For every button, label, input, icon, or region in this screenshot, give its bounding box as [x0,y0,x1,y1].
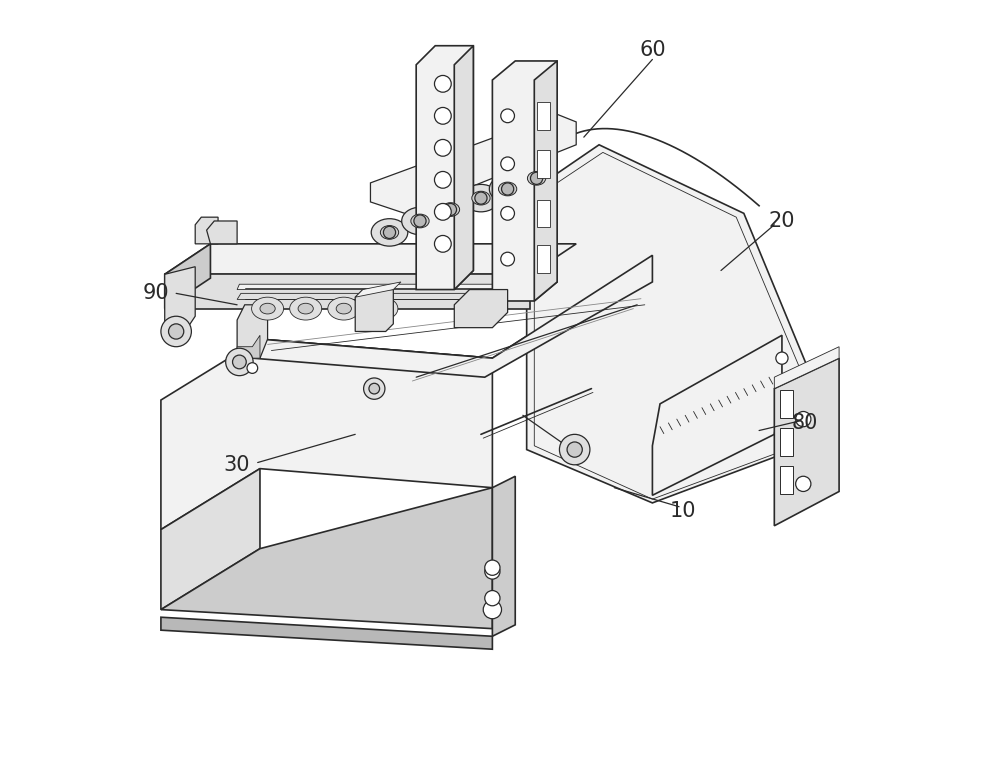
Polygon shape [534,61,557,301]
Polygon shape [161,617,492,649]
Circle shape [776,352,788,364]
Polygon shape [237,335,260,358]
Circle shape [530,172,543,184]
Text: 60: 60 [639,40,666,59]
Circle shape [226,348,253,376]
Polygon shape [165,267,195,328]
Circle shape [434,235,451,252]
Text: 90: 90 [142,283,169,303]
Circle shape [502,183,514,195]
Polygon shape [454,290,508,328]
Polygon shape [195,217,218,244]
Polygon shape [527,145,835,503]
Polygon shape [534,152,828,499]
Ellipse shape [380,226,399,239]
Ellipse shape [402,207,438,235]
Ellipse shape [463,184,499,212]
Circle shape [434,75,451,92]
Polygon shape [652,335,782,495]
Polygon shape [355,290,393,331]
Ellipse shape [489,175,526,203]
Circle shape [485,560,500,575]
Circle shape [169,324,184,339]
Circle shape [247,363,258,373]
Circle shape [233,355,246,369]
Ellipse shape [527,171,546,185]
Circle shape [369,383,380,394]
Ellipse shape [432,196,469,223]
Ellipse shape [371,219,408,246]
Polygon shape [207,221,237,244]
Text: 10: 10 [670,501,696,520]
Text: 80: 80 [792,413,818,433]
Ellipse shape [498,182,517,196]
Polygon shape [454,46,473,290]
Text: 30: 30 [224,455,250,475]
Circle shape [364,378,385,399]
Polygon shape [165,244,576,274]
Polygon shape [165,274,530,309]
Circle shape [501,157,514,171]
Bar [780,390,793,418]
Polygon shape [370,114,576,213]
Circle shape [567,442,582,457]
Polygon shape [161,469,260,610]
Ellipse shape [260,303,275,314]
Circle shape [383,226,396,239]
Circle shape [483,600,502,619]
Bar [537,200,550,227]
Polygon shape [774,358,839,526]
Ellipse shape [298,303,313,314]
Ellipse shape [411,214,429,228]
Polygon shape [237,305,268,358]
Circle shape [444,203,457,216]
Ellipse shape [518,165,555,192]
Polygon shape [252,255,652,377]
Circle shape [161,316,191,347]
Circle shape [434,203,451,220]
Bar [780,428,793,456]
Circle shape [559,434,590,465]
Bar [537,150,550,178]
Ellipse shape [336,303,351,314]
Circle shape [501,109,514,123]
Circle shape [434,171,451,188]
Circle shape [485,591,500,606]
Bar [780,466,793,494]
Bar [537,245,550,273]
Polygon shape [161,339,492,530]
Circle shape [796,476,811,491]
Bar [537,102,550,130]
Text: 20: 20 [769,211,795,231]
Polygon shape [355,282,401,297]
Circle shape [501,252,514,266]
Circle shape [414,215,426,227]
Polygon shape [237,293,530,299]
Ellipse shape [366,297,398,320]
Polygon shape [252,255,652,373]
Ellipse shape [374,303,390,314]
Ellipse shape [252,297,284,320]
Ellipse shape [290,297,322,320]
Circle shape [485,564,500,579]
Circle shape [475,192,487,204]
Polygon shape [237,284,529,290]
Polygon shape [165,244,210,309]
Polygon shape [492,476,515,636]
Polygon shape [416,46,473,290]
Polygon shape [492,61,557,301]
Polygon shape [161,488,492,629]
Circle shape [501,207,514,220]
Circle shape [434,139,451,156]
Circle shape [434,107,451,124]
Polygon shape [774,347,839,389]
Ellipse shape [441,203,460,216]
Ellipse shape [472,191,490,205]
Ellipse shape [328,297,360,320]
Circle shape [796,411,811,427]
